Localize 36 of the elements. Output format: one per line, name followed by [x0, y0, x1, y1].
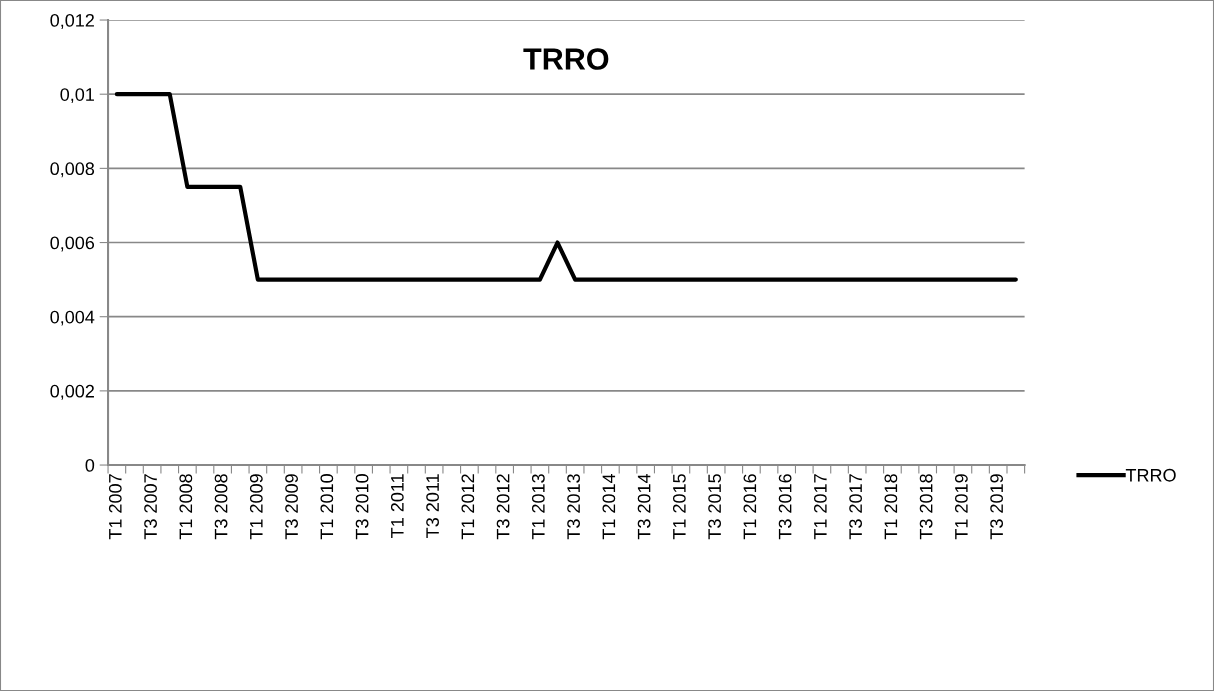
- x-tick-label: T3 2012: [496, 474, 510, 540]
- x-tick-label: T1 2014: [602, 473, 616, 540]
- x-tick-label: T3 2018: [919, 474, 933, 540]
- y-tick-label: 0,006: [50, 236, 95, 252]
- x-tick-label: T1 2018: [884, 474, 898, 540]
- x-tick-label: T1 2013: [531, 474, 545, 540]
- x-tick-label: T3 2019: [990, 474, 1004, 540]
- x-tick-label: T1 2009: [249, 474, 263, 540]
- x-tick-label: T3 2017: [849, 474, 863, 540]
- legend-label: TRRO: [1125, 468, 1176, 482]
- x-tick-label: T1 2010: [320, 474, 334, 540]
- x-tick-label: T3 2011: [426, 474, 439, 538]
- y-tick-label: 0,01: [60, 88, 94, 104]
- x-tick-label: T1 2011: [390, 474, 404, 538]
- x-tick-label: T3 2013: [567, 474, 580, 540]
- y-tick-label: 0,012: [50, 13, 94, 29]
- x-tick-label: T3 2009: [285, 474, 298, 540]
- x-tick-label: T1 2007: [108, 474, 122, 540]
- line-series: [114, 92, 1018, 282]
- x-tick-label: T1 2019: [954, 474, 968, 540]
- x-tick-label: T3 2010: [355, 474, 369, 540]
- x-tick-label: T1 2012: [461, 474, 475, 540]
- x-tick-label: T3 2016: [778, 474, 792, 540]
- x-tick-label: T1 2017: [813, 474, 827, 540]
- x-tick-label: T1 2015: [672, 474, 686, 540]
- text: TRRO: [523, 48, 609, 70]
- x-tick-label: T3 2015: [708, 474, 721, 540]
- x-tick-label: T1 2016: [743, 474, 757, 540]
- x-tick-label: T3 2014: [637, 473, 651, 540]
- x-tick-label: T3 2007: [144, 474, 157, 540]
- y-tick-label: 0: [85, 458, 95, 472]
- x-tick-label: T1 2008: [179, 474, 193, 540]
- y-tick-label: 0,004: [50, 310, 95, 326]
- y-tick-label: 0,008: [50, 162, 95, 178]
- x-tick-label: T3 2008: [214, 474, 228, 540]
- y-tick-label: 0,002: [50, 384, 94, 400]
